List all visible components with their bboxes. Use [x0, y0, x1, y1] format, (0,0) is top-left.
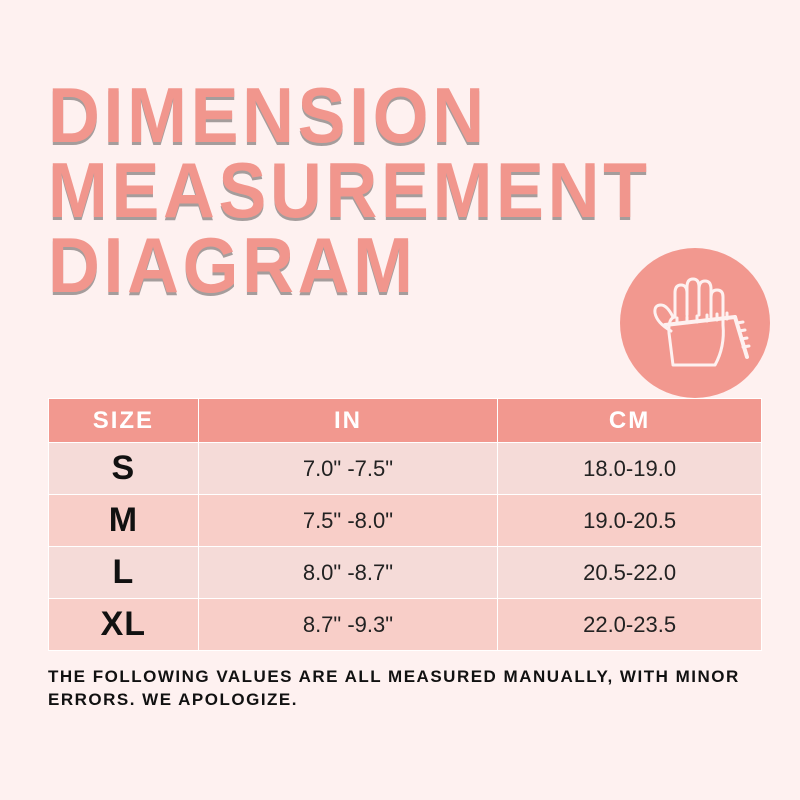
table-row: L 8.0" -8.7" 20.5-22.0: [49, 547, 762, 599]
cell-cm: 22.0-23.5: [498, 599, 762, 651]
title-line-3: DIAGRAM: [48, 228, 651, 303]
col-header-in: IN: [198, 399, 497, 443]
cell-size: XL: [49, 599, 199, 651]
size-table: SIZE IN CM S 7.0" -7.5" 18.0-19.0 M 7.5"…: [48, 398, 762, 651]
cell-size: S: [49, 443, 199, 495]
title-block: DIMENSION MEASUREMENT DIAGRAM: [48, 78, 703, 303]
disclaimer-line-2: ERRORS. WE APOLOGIZE.: [48, 689, 752, 712]
cell-size: M: [49, 495, 199, 547]
cell-cm: 18.0-19.0: [498, 443, 762, 495]
disclaimer-line-1: THE FOLLOWING VALUES ARE ALL MEASURED MA…: [48, 666, 752, 689]
col-header-size: SIZE: [49, 399, 199, 443]
hand-measure-icon: [620, 248, 770, 398]
title-line-2: MEASUREMENT: [48, 153, 651, 228]
table-row: S 7.0" -7.5" 18.0-19.0: [49, 443, 762, 495]
table-row: XL 8.7" -9.3" 22.0-23.5: [49, 599, 762, 651]
cell-size: L: [49, 547, 199, 599]
table-header-row: SIZE IN CM: [49, 399, 762, 443]
cell-in: 7.0" -7.5": [198, 443, 497, 495]
disclaimer: THE FOLLOWING VALUES ARE ALL MEASURED MA…: [48, 666, 752, 712]
title-line-1: DIMENSION: [48, 78, 651, 153]
cell-in: 7.5" -8.0": [198, 495, 497, 547]
cell-cm: 19.0-20.5: [498, 495, 762, 547]
cell-cm: 20.5-22.0: [498, 547, 762, 599]
cell-in: 8.0" -8.7": [198, 547, 497, 599]
table-row: M 7.5" -8.0" 19.0-20.5: [49, 495, 762, 547]
cell-in: 8.7" -9.3": [198, 599, 497, 651]
col-header-cm: CM: [498, 399, 762, 443]
